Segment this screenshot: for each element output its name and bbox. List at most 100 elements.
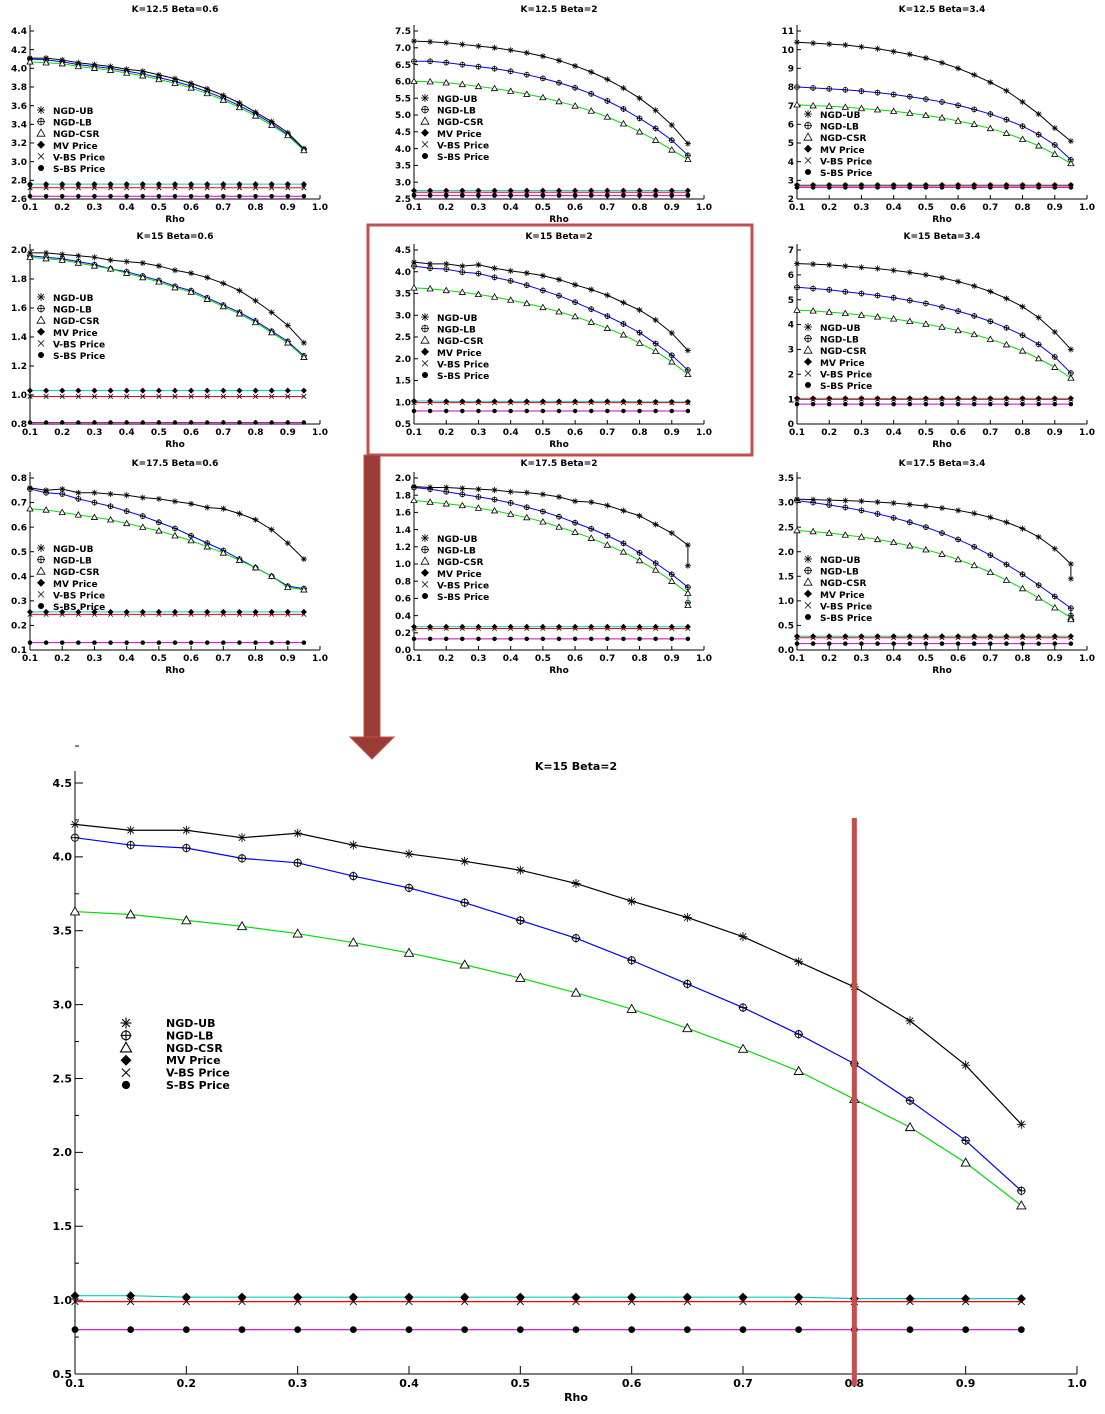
y-tick-label: 3.0: [395, 311, 411, 321]
legend-marker: [37, 106, 45, 114]
y-tick-label: 6: [788, 271, 794, 281]
data-point: [961, 1294, 971, 1304]
legend-marker: [805, 169, 811, 175]
data-point: [267, 328, 276, 336]
data-point: [1003, 395, 1010, 402]
data-point: [26, 57, 34, 65]
data-point: [891, 396, 897, 402]
data-point: [1067, 374, 1075, 381]
data-point: [58, 508, 66, 516]
data-point: [859, 401, 864, 407]
x-tick-label: 0.8: [248, 428, 264, 438]
data-point: [971, 395, 978, 402]
y-tick-label: 2.5: [395, 195, 411, 205]
data-point: [1003, 519, 1010, 526]
data-point: [842, 504, 849, 511]
data-point: [91, 387, 98, 394]
data-point: [858, 635, 864, 641]
y-tick-label: 6.0: [395, 78, 411, 88]
data-point: [475, 398, 482, 405]
data-point: [570, 987, 582, 997]
data-point: [140, 640, 146, 645]
data-point: [668, 577, 676, 584]
data-point: [122, 269, 131, 276]
data-point: [906, 501, 913, 508]
x-tick-label: 0.5: [151, 428, 167, 438]
data-point: [293, 858, 303, 868]
data-point: [628, 1326, 636, 1334]
data-point: [556, 408, 562, 414]
data-point: [1003, 633, 1010, 640]
chart-title: K=17.5 Beta=0.6: [132, 459, 219, 469]
data-point: [939, 633, 945, 640]
legend-label: V-BS Price: [53, 340, 105, 350]
data-point: [427, 189, 433, 195]
data-point: [971, 543, 978, 550]
data-point: [410, 284, 418, 291]
x-tick-label: 0.2: [438, 428, 454, 438]
data-point: [405, 1297, 413, 1306]
y-tick-label: 0.1: [11, 646, 27, 656]
data-point: [684, 347, 691, 354]
data-point: [427, 58, 434, 65]
legend-label: V-BS Price: [437, 141, 489, 151]
data-point: [459, 491, 466, 498]
data-point: [621, 636, 626, 642]
data-point: [443, 266, 450, 273]
data-point: [1002, 129, 1011, 136]
data-point: [427, 38, 434, 45]
data-point: [188, 500, 195, 507]
data-point: [187, 84, 195, 91]
data-point: [858, 264, 865, 271]
legend-marker: [422, 593, 428, 599]
data-point: [842, 86, 849, 93]
data-point: [795, 1326, 803, 1334]
data-point: [172, 193, 178, 199]
data-point: [92, 193, 97, 199]
data-point: [684, 398, 691, 405]
legend-marker: [804, 566, 812, 575]
data-point: [810, 185, 816, 190]
data-point: [858, 88, 865, 95]
y-tick-label: 3.5: [395, 290, 411, 300]
data-point: [939, 504, 945, 511]
data-point: [238, 1326, 246, 1334]
data-point: [1016, 1294, 1026, 1304]
data-point: [668, 146, 676, 153]
y-tick-label: 1.6: [11, 304, 27, 314]
x-tick-label: 0.2: [438, 654, 454, 664]
data-point: [652, 560, 659, 567]
data-point: [123, 181, 130, 188]
legend-marker: [805, 614, 811, 620]
data-point: [604, 625, 610, 632]
data-point: [842, 42, 849, 48]
x-tick-label: 0.2: [54, 654, 70, 664]
data-point: [156, 185, 162, 191]
data-point: [875, 396, 881, 402]
data-point: [459, 189, 465, 195]
data-point: [27, 387, 33, 394]
chart-panel-10: K=15 Beta=2 0.5 1.0 1.5 2.0 2.5 3.0 3.5 4.0 4.5 0.…: [53, 745, 1087, 1404]
data-point: [69, 906, 81, 916]
legend-marker: [804, 357, 812, 366]
series-line: [29, 487, 305, 560]
data-point: [987, 514, 994, 521]
y-tick-label: 3.5: [778, 474, 794, 484]
y-tick-label: 0.4: [11, 572, 27, 582]
data-point: [1035, 111, 1042, 118]
data-point: [492, 408, 497, 414]
data-point: [58, 59, 66, 67]
data-point: [1067, 605, 1074, 612]
data-point: [971, 312, 978, 319]
data-point: [794, 1297, 803, 1306]
x-tick-label: 0.9: [664, 654, 680, 664]
data-point: [172, 525, 178, 532]
data-point: [619, 548, 628, 555]
data-point: [572, 398, 579, 405]
data-point: [669, 400, 675, 406]
legend-label: NGD-CSR: [437, 118, 484, 128]
y-tick-label: 4.5: [395, 246, 411, 256]
data-point: [588, 68, 595, 75]
data-point: [556, 57, 562, 64]
y-tick-label: 8: [788, 83, 794, 93]
